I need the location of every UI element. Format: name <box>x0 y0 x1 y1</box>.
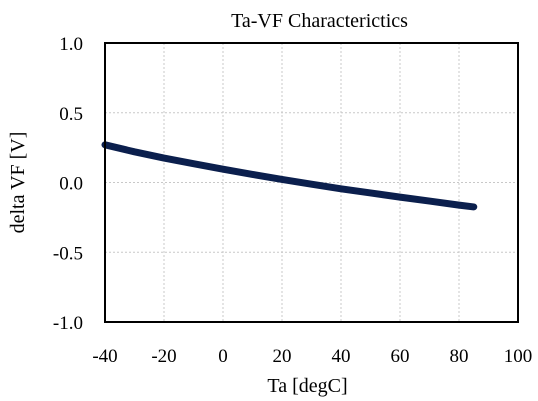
series-line <box>101 141 478 211</box>
chart-title: Ta-VF Characterictics <box>231 10 408 32</box>
y-tick-label: 0.5 <box>59 104 83 125</box>
plot-frame <box>104 42 519 323</box>
y-tick-label: 0.0 <box>59 174 83 195</box>
x-tick-label: 0 <box>218 346 228 367</box>
x-tick-label: -40 <box>92 346 117 367</box>
x-tick-labels: -40 -20 0 20 40 60 80 100 <box>92 346 532 367</box>
x-tick-label: 60 <box>391 346 410 367</box>
x-tick-label: 80 <box>450 346 469 367</box>
series-layer <box>101 141 478 211</box>
x-tick-label: 20 <box>273 346 292 367</box>
x-tick-label: 100 <box>504 346 533 367</box>
x-axis-label: Ta [degC] <box>267 375 347 397</box>
y-tick-label: 1.0 <box>59 34 83 55</box>
y-axis-label: delta VF [V] <box>7 132 29 234</box>
y-tick-label: -0.5 <box>53 243 83 264</box>
y-tick-label: -1.0 <box>53 313 83 334</box>
x-tick-label: 40 <box>332 346 351 367</box>
y-tick-labels: -1.0 -0.5 0.0 0.5 1.0 <box>53 34 83 334</box>
x-tick-label: -20 <box>151 346 176 367</box>
grid-lines <box>105 43 518 322</box>
